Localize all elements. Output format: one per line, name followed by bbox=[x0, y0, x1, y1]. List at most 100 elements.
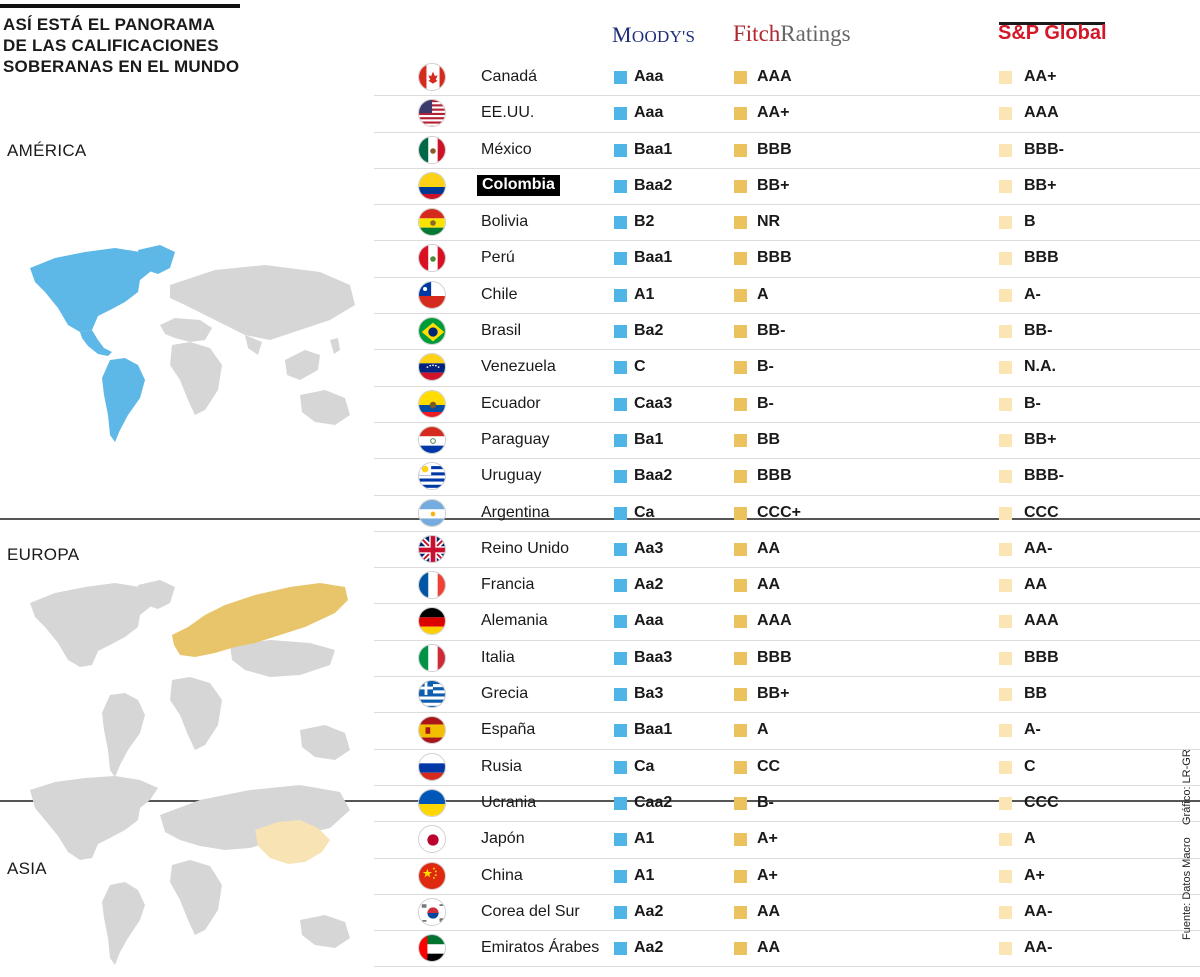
moodys-marker bbox=[614, 796, 627, 810]
country-name: Uruguay bbox=[481, 467, 542, 485]
sp-rating: AAA bbox=[1024, 104, 1059, 122]
fitch-rating: BBB bbox=[757, 648, 792, 666]
fitch-marker bbox=[734, 942, 747, 956]
fitch-marker bbox=[734, 651, 747, 665]
fitch-rating: A bbox=[757, 721, 769, 739]
bolivia-flag-icon bbox=[418, 208, 446, 237]
chart-title: ASÍ ESTÁ EL PANORAMA DE LAS CALIFICACION… bbox=[3, 14, 293, 77]
sp-rating: AA- bbox=[1024, 539, 1053, 557]
title-line-1: ASÍ ESTÁ EL PANORAMA bbox=[3, 15, 216, 34]
moodys-marker bbox=[614, 724, 627, 738]
sp-rating: BB bbox=[1024, 685, 1048, 703]
country-name: Argentina bbox=[481, 503, 550, 521]
region-label-america: AMÉRICA bbox=[7, 141, 87, 160]
spain-flag-icon bbox=[418, 716, 446, 745]
table-row: Japón A1 A+ A bbox=[374, 822, 1200, 859]
moodys-rating: Aaa bbox=[634, 612, 664, 630]
table-row: Ecuador Caa3 B- B- bbox=[374, 387, 1200, 423]
moodys-marker bbox=[614, 470, 627, 484]
moodys-rating: A1 bbox=[634, 285, 655, 303]
usa-flag-icon bbox=[418, 99, 446, 128]
fitch-marker bbox=[734, 325, 747, 339]
sp-marker bbox=[999, 615, 1012, 629]
country-name: China bbox=[481, 866, 523, 884]
moodys-rating: A1 bbox=[634, 830, 655, 848]
fitch-marker bbox=[734, 397, 747, 411]
fitch-marker bbox=[734, 107, 747, 121]
country-name: Venezuela bbox=[481, 358, 556, 376]
moodys-rating: Baa2 bbox=[634, 467, 673, 485]
sp-marker bbox=[999, 506, 1012, 520]
fitch-rating: AA+ bbox=[757, 104, 790, 122]
moodys-rating: Ca bbox=[634, 757, 655, 775]
sp-marker bbox=[999, 179, 1012, 193]
table-row: Bolivia B2 NR B bbox=[374, 205, 1200, 242]
fitch-rating: B- bbox=[757, 394, 774, 412]
fitch-marker bbox=[734, 179, 747, 193]
asia-map bbox=[30, 776, 350, 965]
sp-marker bbox=[999, 796, 1012, 810]
sp-rating: AA- bbox=[1024, 902, 1053, 920]
fitch-marker bbox=[734, 833, 747, 847]
country-name: Ecuador bbox=[481, 394, 541, 412]
europe-map bbox=[30, 580, 350, 777]
sp-marker bbox=[999, 905, 1012, 919]
brazil-flag-icon bbox=[418, 317, 446, 346]
fitch-marker bbox=[734, 760, 747, 774]
sp-rating: AAA bbox=[1024, 612, 1059, 630]
region-label-europe: EUROPA bbox=[7, 545, 80, 564]
country-name: Canadá bbox=[481, 68, 538, 85]
china-flag-icon bbox=[418, 861, 446, 890]
country-name: Japón bbox=[481, 830, 525, 848]
table-row: Paraguay Ba1 BB BB+ bbox=[374, 423, 1200, 460]
fitch-marker bbox=[734, 143, 747, 157]
moodys-rating: Caa3 bbox=[634, 394, 673, 412]
moodys-marker bbox=[614, 179, 627, 193]
moodys-rating: Ba3 bbox=[634, 685, 664, 703]
fitch-rating: AA bbox=[757, 902, 781, 920]
sp-rating: BB- bbox=[1024, 322, 1053, 340]
fitch-rating: BB bbox=[757, 430, 781, 448]
table-row: Grecia Ba3 BB+ BB bbox=[374, 677, 1200, 714]
fitch-marker bbox=[734, 361, 747, 375]
country-name: México bbox=[481, 140, 532, 158]
title-line-3: SOBERANAS EN EL MUNDO bbox=[3, 57, 240, 76]
table-row: Canadá Aaa AAA AA+ bbox=[374, 60, 1200, 97]
country-name: Paraguay bbox=[481, 430, 550, 448]
sp-rating: A+ bbox=[1024, 866, 1045, 884]
sp-rating: A- bbox=[1024, 285, 1041, 303]
sp-rating: CCC bbox=[1024, 793, 1059, 811]
moodys-marker bbox=[614, 397, 627, 411]
sp-marker bbox=[999, 361, 1012, 375]
moodys-marker bbox=[614, 361, 627, 375]
sp-marker bbox=[999, 579, 1012, 593]
country-name: Alemania bbox=[481, 612, 548, 630]
paraguay-flag-icon bbox=[418, 425, 446, 454]
fitch-rating: CC bbox=[757, 757, 781, 775]
moodys-rating: Caa2 bbox=[634, 793, 673, 811]
table-row: Brasil Ba2 BB- BB- bbox=[374, 314, 1200, 351]
moodys-marker bbox=[614, 579, 627, 593]
fitch-rating: AA bbox=[757, 939, 781, 957]
sp-marker bbox=[999, 651, 1012, 665]
moodys-rating: Ba1 bbox=[634, 430, 664, 448]
moodys-rating: Aaa bbox=[634, 104, 664, 122]
table-row: Francia Aa2 AA AA bbox=[374, 568, 1200, 605]
moodys-rating: Baa1 bbox=[634, 140, 673, 158]
sp-marker bbox=[999, 397, 1012, 411]
country-name: España bbox=[481, 721, 536, 739]
sp-marker bbox=[999, 288, 1012, 302]
region-divider-europe bbox=[0, 518, 1200, 520]
table-row: Argentina Ca CCC+ CCC bbox=[374, 496, 1200, 532]
fitch-marker bbox=[734, 905, 747, 919]
country-name: Reino Unido bbox=[481, 539, 570, 557]
sp-rating: BBB- bbox=[1024, 140, 1064, 158]
country-name: Rusia bbox=[481, 757, 522, 775]
table-row: México Baa1 BBB BBB- bbox=[374, 133, 1200, 169]
moodys-logo-rest: OODY'S bbox=[631, 27, 696, 46]
moodys-rating: C bbox=[634, 358, 646, 376]
fitch-marker bbox=[734, 869, 747, 883]
peru-flag-icon bbox=[418, 244, 446, 273]
moodys-marker bbox=[614, 688, 627, 702]
fitch-rating: BB- bbox=[757, 322, 786, 340]
